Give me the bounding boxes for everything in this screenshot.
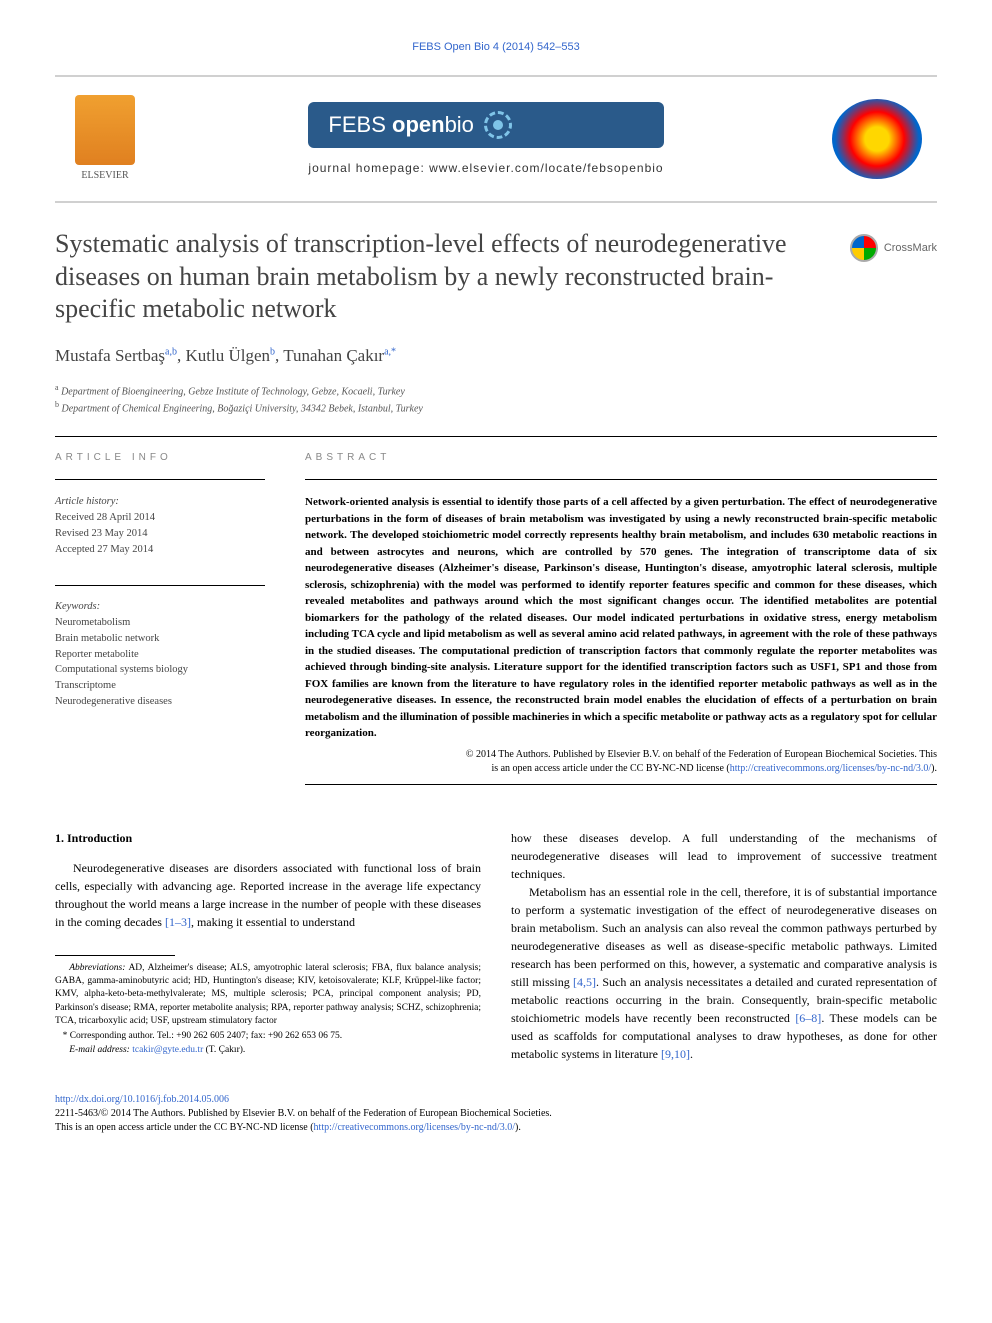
footer-license-link[interactable]: http://creativecommons.org/licenses/by-n… (314, 1122, 515, 1133)
author-3-affil: a, (384, 346, 391, 357)
elsevier-logo: ELSEVIER (65, 95, 145, 183)
divider (55, 436, 937, 437)
copyright-text-2: is an open access article under the CC B… (491, 763, 729, 774)
elsevier-tree-icon (75, 95, 135, 165)
divider (305, 784, 937, 785)
divider (305, 479, 937, 480)
body-paragraph: Neurodegenerative diseases are disorders… (55, 859, 481, 931)
divider (55, 585, 265, 586)
article-info-column: ARTICLE INFO Article history: Received 2… (55, 451, 265, 799)
febs-openbio-logo: FEBS open bio (308, 102, 663, 149)
anniversary-logo (827, 99, 927, 179)
affiliations: a Department of Bioengineering, Gebze In… (55, 382, 937, 417)
keyword: Neurometabolism (55, 615, 265, 631)
journal-homepage[interactable]: journal homepage: www.elsevier.com/locat… (308, 160, 663, 177)
elsevier-label: ELSEVIER (65, 169, 145, 183)
license-link[interactable]: http://creativecommons.org/licenses/by-n… (730, 763, 931, 774)
footer-copyright: 2211-5463/© 2014 The Authors. Published … (55, 1107, 937, 1121)
body-paragraph: Metabolism has an essential role in the … (511, 883, 937, 1063)
divider (55, 479, 265, 480)
article-title: Systematic analysis of transcription-lev… (55, 228, 830, 326)
copyright-text-3: ). (931, 763, 937, 774)
abbrev-label: Abbreviations: (69, 963, 125, 973)
affiliation-b: Department of Chemical Engineering, Boğa… (62, 403, 423, 414)
citation-link[interactable]: [4,5] (573, 975, 596, 989)
author-2: , Kutlu Ülgen (177, 346, 270, 365)
author-1-affil: a,b (165, 346, 177, 357)
received-date: Received 28 April 2014 (55, 510, 265, 526)
doi-link[interactable]: http://dx.doi.org/10.1016/j.fob.2014.05.… (55, 1094, 229, 1105)
citation-link[interactable]: [6–8] (795, 1011, 821, 1025)
keyword: Brain metabolic network (55, 631, 265, 647)
doi-footer: http://dx.doi.org/10.1016/j.fob.2014.05.… (55, 1093, 937, 1135)
crossmark-icon (850, 234, 878, 262)
corresponding-star: * (391, 346, 396, 357)
febs-circle-icon (484, 111, 512, 139)
citation-link[interactable]: [9,10] (661, 1047, 690, 1061)
authors-line: Mustafa Sertbaşa,b, Kutlu Ülgenb, Tunaha… (55, 344, 937, 368)
anniversary-circle-icon (832, 99, 922, 179)
citation-link[interactable]: [1–3] (165, 915, 191, 929)
footnote-separator (55, 955, 175, 956)
author-1: Mustafa Sertbaş (55, 346, 165, 365)
article-info-heading: ARTICLE INFO (55, 451, 265, 465)
journal-logo-block: FEBS open bio journal homepage: www.else… (308, 102, 663, 178)
header-bar: ELSEVIER FEBS open bio journal homepage:… (55, 75, 937, 203)
email-footnote: E-mail address: tcakir@gyte.edu.tr (T. Ç… (55, 1044, 481, 1057)
keyword: Neurodegenerative diseases (55, 694, 265, 710)
revised-date: Revised 23 May 2014 (55, 526, 265, 542)
keywords-list: Neurometabolism Brain metabolic network … (55, 615, 265, 710)
journal-reference: FEBS Open Bio 4 (2014) 542–553 (55, 40, 937, 55)
abstract-column: ABSTRACT Network-oriented analysis is es… (305, 451, 937, 799)
copyright-text-1: © 2014 The Authors. Published by Elsevie… (466, 749, 937, 760)
body-paragraph: how these diseases develop. A full under… (511, 829, 937, 883)
affiliation-a: Department of Bioengineering, Gebze Inst… (61, 386, 405, 397)
article-history: Article history: Received 28 April 2014 … (55, 494, 265, 557)
copyright-line: © 2014 The Authors. Published by Elsevie… (305, 748, 937, 776)
crossmark-badge[interactable]: CrossMark (850, 234, 937, 262)
introduction-heading: 1. Introduction (55, 829, 481, 847)
febs-text-1: FEBS (328, 110, 385, 141)
accepted-date: Accepted 27 May 2014 (55, 542, 265, 558)
febs-text-3: bio (445, 110, 474, 141)
footer-license: This is an open access article under the… (55, 1121, 937, 1135)
crossmark-label: CrossMark (884, 241, 937, 256)
keyword: Computational systems biology (55, 662, 265, 678)
abstract-heading: ABSTRACT (305, 451, 937, 465)
corresponding-author-footnote: * Corresponding author. Tel.: +90 262 60… (55, 1030, 481, 1043)
keywords-label: Keywords: (55, 600, 265, 615)
keyword: Transcriptome (55, 678, 265, 694)
keyword: Reporter metabolite (55, 647, 265, 663)
footnotes: Abbreviations: AD, Alzheimer's disease; … (55, 962, 481, 1057)
febs-text-2: open (392, 110, 445, 141)
abbreviations-footnote: Abbreviations: AD, Alzheimer's disease; … (55, 962, 481, 1028)
author-3: , Tunahan Çakır (275, 346, 384, 365)
body-two-column: 1. Introduction Neurodegenerative diseas… (55, 829, 937, 1063)
email-link[interactable]: tcakir@gyte.edu.tr (132, 1045, 203, 1055)
history-label: Article history: (55, 494, 265, 510)
abstract-text: Network-oriented analysis is essential t… (305, 494, 937, 742)
